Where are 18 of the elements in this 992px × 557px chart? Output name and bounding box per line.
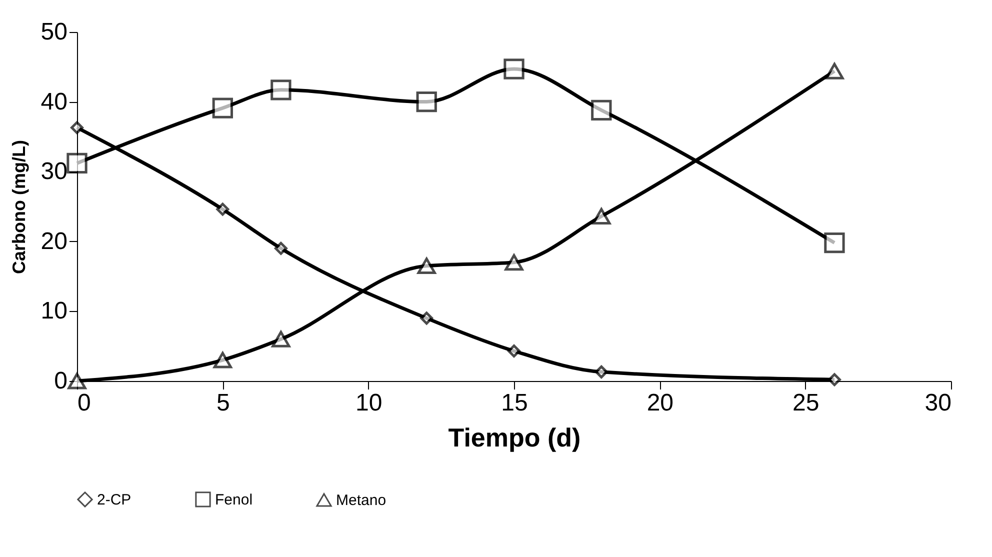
y-tick-label: 10 [40, 298, 68, 325]
x-tick-label: 10 [355, 390, 382, 416]
x-tick-label: 15 [501, 390, 528, 416]
x-tick-label: 20 [646, 390, 674, 416]
y-axis-title: Carbono (mg/L) [8, 140, 29, 274]
y-tick-label: 50 [40, 18, 68, 46]
x-tick-label: 0 [78, 390, 91, 416]
y-tick-label: 30 [40, 158, 68, 186]
y-tick-label: 40 [40, 88, 68, 116]
x-tick-label: 30 [924, 390, 952, 416]
y-tick-label: 20 [40, 228, 68, 255]
legend-label: Fenol [215, 491, 253, 508]
y-tick-label: 0 [54, 368, 68, 394]
legend-label: 2-CP [97, 491, 132, 508]
legend-label: Metano [336, 492, 386, 509]
x-tick-label: 25 [792, 390, 820, 416]
x-axis-title: Tiempo (d) [448, 422, 581, 452]
x-tick-label: 5 [216, 390, 230, 416]
